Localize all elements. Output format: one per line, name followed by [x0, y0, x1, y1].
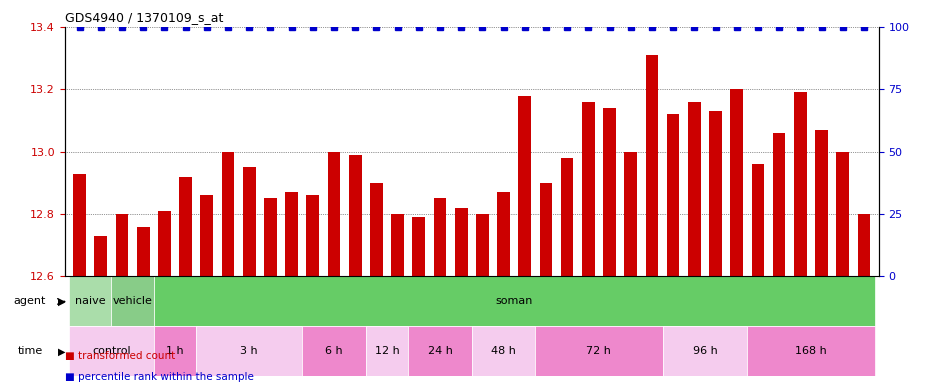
- FancyBboxPatch shape: [302, 326, 365, 376]
- Bar: [794, 93, 807, 276]
- Bar: [391, 214, 404, 276]
- Y-axis label: agent: agent: [14, 296, 46, 306]
- FancyBboxPatch shape: [472, 326, 536, 376]
- Bar: [349, 155, 362, 276]
- Bar: [370, 183, 383, 276]
- FancyBboxPatch shape: [747, 326, 874, 376]
- FancyBboxPatch shape: [196, 326, 302, 376]
- FancyBboxPatch shape: [536, 326, 662, 376]
- Text: 168 h: 168 h: [796, 346, 827, 356]
- FancyBboxPatch shape: [69, 326, 154, 376]
- Text: soman: soman: [496, 296, 533, 306]
- Text: GDS4940 / 1370109_s_at: GDS4940 / 1370109_s_at: [65, 11, 223, 24]
- Bar: [455, 208, 467, 276]
- Bar: [413, 217, 426, 276]
- Text: 6 h: 6 h: [326, 346, 343, 356]
- Bar: [94, 236, 107, 276]
- Text: ■ transformed count: ■ transformed count: [65, 351, 175, 361]
- Bar: [751, 164, 764, 276]
- FancyBboxPatch shape: [365, 326, 408, 376]
- Bar: [434, 199, 446, 276]
- Bar: [285, 192, 298, 276]
- Bar: [539, 183, 552, 276]
- Bar: [709, 111, 722, 276]
- Bar: [264, 199, 277, 276]
- Text: ■ percentile rank within the sample: ■ percentile rank within the sample: [65, 372, 253, 382]
- Bar: [772, 133, 785, 276]
- FancyBboxPatch shape: [154, 276, 874, 326]
- Bar: [582, 102, 595, 276]
- Bar: [836, 152, 849, 276]
- Text: ▶: ▶: [57, 296, 65, 306]
- Text: 12 h: 12 h: [375, 346, 400, 356]
- Bar: [201, 195, 213, 276]
- Bar: [222, 152, 234, 276]
- Bar: [731, 89, 743, 276]
- Bar: [242, 167, 255, 276]
- Bar: [476, 214, 488, 276]
- Bar: [561, 158, 574, 276]
- Bar: [116, 214, 129, 276]
- Text: 1 h: 1 h: [166, 346, 184, 356]
- Text: 3 h: 3 h: [240, 346, 258, 356]
- FancyBboxPatch shape: [69, 276, 111, 326]
- Bar: [667, 114, 680, 276]
- Text: 48 h: 48 h: [491, 346, 516, 356]
- Bar: [158, 211, 171, 276]
- Bar: [497, 192, 510, 276]
- FancyBboxPatch shape: [662, 326, 747, 376]
- Y-axis label: time: time: [18, 346, 43, 356]
- Bar: [518, 96, 531, 276]
- Bar: [179, 177, 192, 276]
- Text: ▶: ▶: [57, 346, 65, 356]
- FancyBboxPatch shape: [408, 326, 472, 376]
- Bar: [73, 174, 86, 276]
- Bar: [624, 152, 637, 276]
- FancyBboxPatch shape: [154, 326, 196, 376]
- Text: control: control: [92, 346, 130, 356]
- Bar: [857, 214, 870, 276]
- Bar: [306, 195, 319, 276]
- Bar: [137, 227, 150, 276]
- Text: 96 h: 96 h: [693, 346, 717, 356]
- Bar: [603, 108, 616, 276]
- Text: vehicle: vehicle: [113, 296, 153, 306]
- Text: 24 h: 24 h: [427, 346, 452, 356]
- Text: 72 h: 72 h: [586, 346, 611, 356]
- Text: naive: naive: [75, 296, 105, 306]
- FancyBboxPatch shape: [111, 276, 154, 326]
- Bar: [815, 130, 828, 276]
- Bar: [646, 55, 659, 276]
- Bar: [688, 102, 700, 276]
- Bar: [327, 152, 340, 276]
